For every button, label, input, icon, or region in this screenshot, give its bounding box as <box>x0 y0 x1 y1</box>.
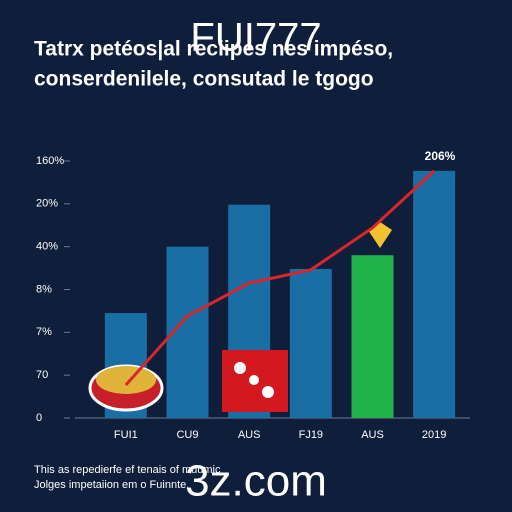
y-tick-label: 40% <box>36 241 58 253</box>
subtitle-line: Tatrx petéos|al reciipes nes impéso, <box>34 38 393 61</box>
y-tick-label: 0 <box>36 412 42 424</box>
decorations <box>88 222 392 412</box>
y-tick-label: 7% <box>36 326 52 338</box>
y-tick-label: 70 <box>36 369 48 381</box>
x-tick-label: FJ19 <box>299 429 323 441</box>
x-tick-label: 2019 <box>422 429 446 441</box>
trend-line <box>124 169 436 387</box>
footer-line: Jolges impetaiion em o Fuinnte. <box>34 479 189 491</box>
x-tick-label: AUS <box>238 429 261 441</box>
x-tick-label: AUS <box>361 429 384 441</box>
annotation: 206% <box>425 149 456 163</box>
watermark: 3z.com <box>185 457 327 506</box>
chart-title: FUI777 <box>190 16 321 60</box>
bar <box>413 170 456 418</box>
x-tick-label: FUI1 <box>114 429 138 441</box>
subtitle-line: conserdenilele, consutad le tgogo <box>34 68 374 91</box>
bar <box>351 255 394 418</box>
bar <box>289 268 332 418</box>
x-tick-label: CU9 <box>176 429 198 441</box>
y-tick-label: 8% <box>36 283 52 295</box>
y-tick-label: 20% <box>36 198 58 210</box>
footer-line: This as repedierfe ef tenais of muumic <box>34 464 221 476</box>
y-tick-label: 160% <box>36 155 64 167</box>
